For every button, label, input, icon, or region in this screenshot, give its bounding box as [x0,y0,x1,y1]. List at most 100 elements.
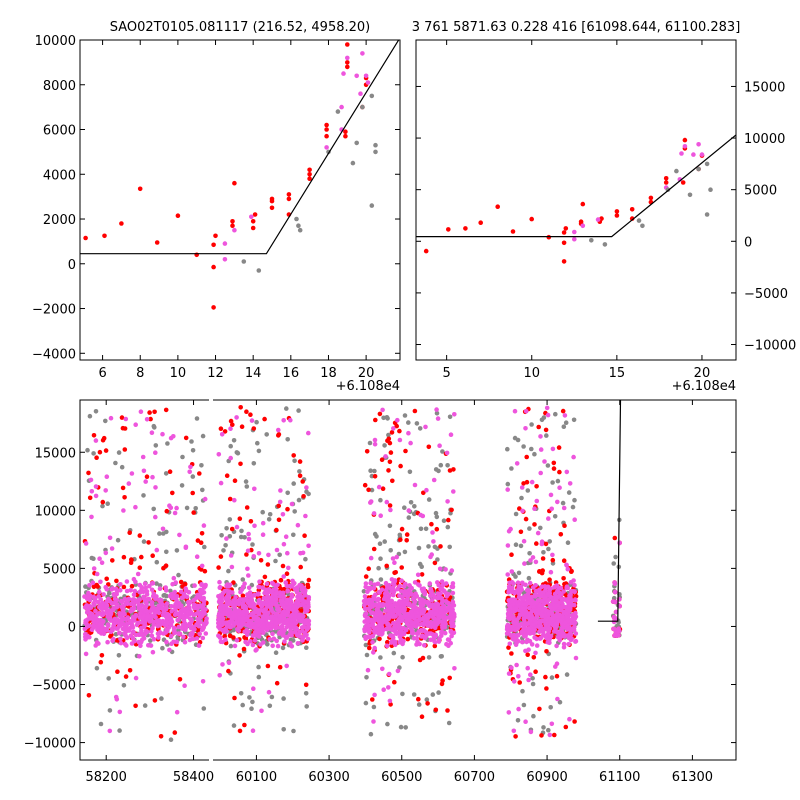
bottom-point [566,641,571,647]
top-left-x-tick-label: 16 [283,366,300,381]
bottom-point [198,540,204,545]
bottom-point [297,459,303,464]
bottom-axis-break-gap [209,396,213,404]
top-right-point-red [563,226,569,231]
bottom-point [526,677,531,683]
bottom-point [91,617,97,623]
bottom-point [610,599,616,604]
bottom-point [249,706,254,711]
bottom-point [539,733,544,738]
bottom-point [443,567,448,572]
bottom-point [300,601,306,607]
bottom-point [438,462,444,468]
bottom-x-tick-label: 60300 [308,770,349,785]
bottom-point [416,545,422,551]
bottom-point [292,581,297,586]
bottom-point [123,674,129,679]
bottom-point [521,444,526,449]
bottom-point [507,616,512,621]
bottom-point [226,660,232,666]
bottom-point [237,608,242,613]
bottom-point [304,489,309,495]
bottom-point [509,624,514,630]
top-left-point-magenta [358,91,363,96]
bottom-point [444,450,450,456]
bottom-point [118,582,123,587]
bottom-point [512,597,518,603]
bottom-point [452,412,457,417]
top-right-point-magenta [696,142,701,147]
bottom-point [83,584,88,589]
bottom-point [445,708,450,713]
bottom-point [406,430,411,436]
bottom-point [223,637,228,642]
top-right-point-red [629,216,635,221]
bottom-point [120,425,126,431]
bottom-point [94,571,100,577]
bottom-point [174,505,179,511]
bottom-point [268,588,274,594]
top-left-y-tick-label: 2000 [43,213,76,228]
bottom-point [151,622,157,627]
bottom-point [565,566,571,572]
top-left-y-tick-label: 8000 [43,79,76,94]
bottom-point [281,418,287,423]
bottom-point [131,592,137,597]
bottom-point [126,481,132,486]
bottom-point [236,628,242,634]
bottom-point [217,635,223,640]
bottom-point [277,664,283,670]
bottom-point [564,469,570,475]
bottom-point [98,579,103,585]
bottom-point [224,536,229,541]
bottom-point [451,616,456,622]
bottom-point [533,592,538,598]
bottom-point [392,560,397,565]
bottom-point [288,417,293,423]
bottom-point [231,635,236,640]
bottom-point [131,576,137,582]
bottom-point [386,616,391,622]
top-left-point-red [345,64,350,70]
bottom-point [422,607,427,612]
bottom-point [513,734,518,739]
bottom-point [231,580,236,585]
bottom-point [532,627,537,633]
bottom-point [387,698,393,704]
bottom-point [516,584,522,590]
top-left-point-red [211,242,216,248]
bottom-point [405,597,410,602]
bottom-point [268,623,274,628]
bottom-point [573,614,579,619]
bottom-point [368,500,373,505]
bottom-point [513,621,518,627]
bottom-point [159,619,164,625]
bottom-point [505,446,510,452]
bottom-point [612,535,618,541]
bottom-point [519,485,525,490]
bottom-point [177,532,182,538]
bottom-point [87,623,92,629]
bottom-point [528,672,533,677]
bottom-point [384,643,390,649]
top-right-point-red [510,229,516,234]
bottom-point [550,557,556,563]
bottom-point [103,550,109,556]
bottom-point [244,552,249,557]
bottom-point [536,424,541,430]
bottom-point [152,698,158,703]
bottom-point [197,615,203,620]
bottom-point [440,614,445,619]
bottom-point [164,616,170,622]
bottom-point [303,682,309,688]
bottom-point [244,409,249,415]
top-left-point-red [252,212,258,217]
bottom-point [277,499,283,505]
bottom-point [548,492,554,498]
bottom-point [103,448,109,453]
bottom-point [150,649,156,655]
bottom-point [547,577,552,582]
top-right-y-tick-label: −10000 [744,339,796,354]
bottom-point [260,618,265,624]
bottom-point [552,732,557,738]
